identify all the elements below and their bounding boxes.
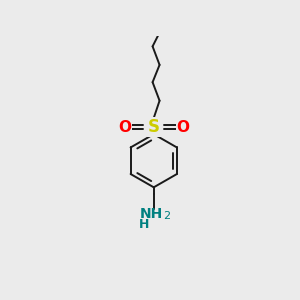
Text: O: O [176, 120, 189, 135]
Text: H: H [139, 218, 150, 231]
Text: NH: NH [140, 207, 163, 221]
Text: 2: 2 [163, 211, 170, 221]
Text: O: O [118, 120, 131, 135]
Text: S: S [148, 118, 160, 136]
